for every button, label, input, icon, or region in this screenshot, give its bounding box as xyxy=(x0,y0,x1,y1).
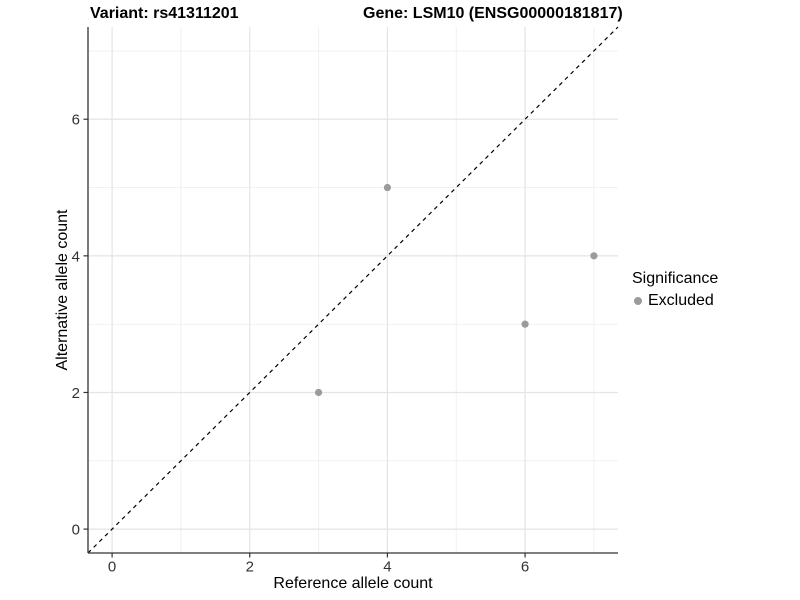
x-tick-label: 0 xyxy=(108,559,116,576)
excluded-point-icon xyxy=(634,297,642,305)
data-point xyxy=(314,388,323,397)
y-tick-label: 0 xyxy=(72,522,80,539)
legend-title: Significance xyxy=(632,270,719,287)
y-axis-title: Alternative allele count xyxy=(54,209,71,371)
legend-item-label: Excluded xyxy=(648,292,714,309)
data-point xyxy=(383,183,392,192)
y-tick-label: 2 xyxy=(72,385,80,402)
x-tick-label: 4 xyxy=(383,559,391,576)
y-tick-label: 6 xyxy=(72,112,80,129)
identity-line xyxy=(87,26,619,554)
data-point xyxy=(521,320,529,328)
legend: Significance Excluded xyxy=(632,270,718,310)
y-tick-label: 4 xyxy=(72,248,80,265)
legend-item-excluded: Excluded xyxy=(632,292,718,310)
x-axis-title: Reference allele count xyxy=(273,575,433,592)
data-point xyxy=(590,252,598,260)
gene-title: Gene: LSM10 (ENSG00000181817) xyxy=(363,5,623,22)
x-tick-label: 6 xyxy=(521,559,529,576)
variant-title: Variant: rs41311201 xyxy=(90,5,239,22)
x-tick-label: 2 xyxy=(246,559,254,576)
